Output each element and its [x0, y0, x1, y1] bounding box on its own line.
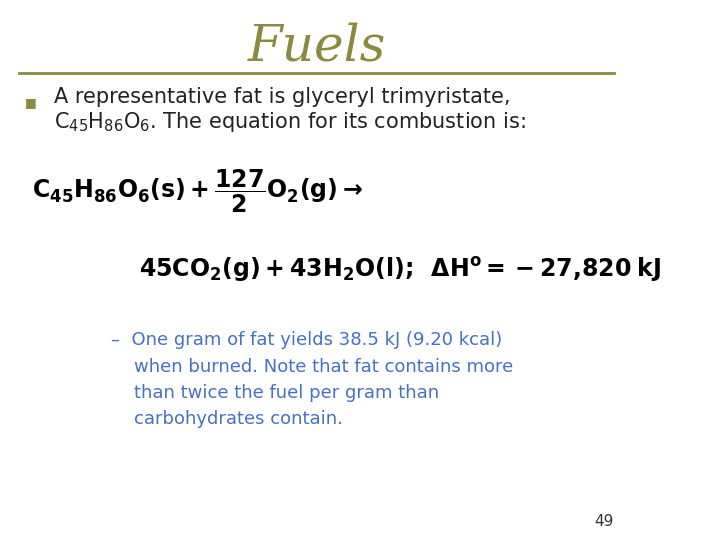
Text: than twice the fuel per gram than: than twice the fuel per gram than: [111, 384, 439, 402]
Text: –  One gram of fat yields 38.5 kJ (9.20 kcal): – One gram of fat yields 38.5 kJ (9.20 k…: [111, 331, 502, 349]
Text: $\mathbf{C_{45}H_{86}O_{6}(s) + \dfrac{127}{2}O_{2}(g) \rightarrow}$: $\mathbf{C_{45}H_{86}O_{6}(s) + \dfrac{1…: [32, 168, 362, 215]
Text: $\mathbf{45CO_{2}(g) + 43H_{2}O(l);}$$\;\;\mathbf{\Delta H^{o} = -27{,}820 \; kJ: $\mathbf{45CO_{2}(g) + 43H_{2}O(l);}$$\;…: [139, 255, 662, 285]
Text: A representative fat is glyceryl trimyristate,: A representative fat is glyceryl trimyri…: [54, 87, 510, 107]
Text: carbohydrates contain.: carbohydrates contain.: [111, 410, 343, 428]
Text: ■: ■: [25, 96, 37, 109]
Text: when burned. Note that fat contains more: when burned. Note that fat contains more: [111, 358, 513, 376]
Text: Fuels: Fuels: [247, 22, 386, 71]
Text: 49: 49: [595, 514, 614, 529]
Text: $\mathrm{C_{45}H_{86}O_{6}}$. The equation for its combustion is:: $\mathrm{C_{45}H_{86}O_{6}}$. The equati…: [54, 110, 526, 133]
